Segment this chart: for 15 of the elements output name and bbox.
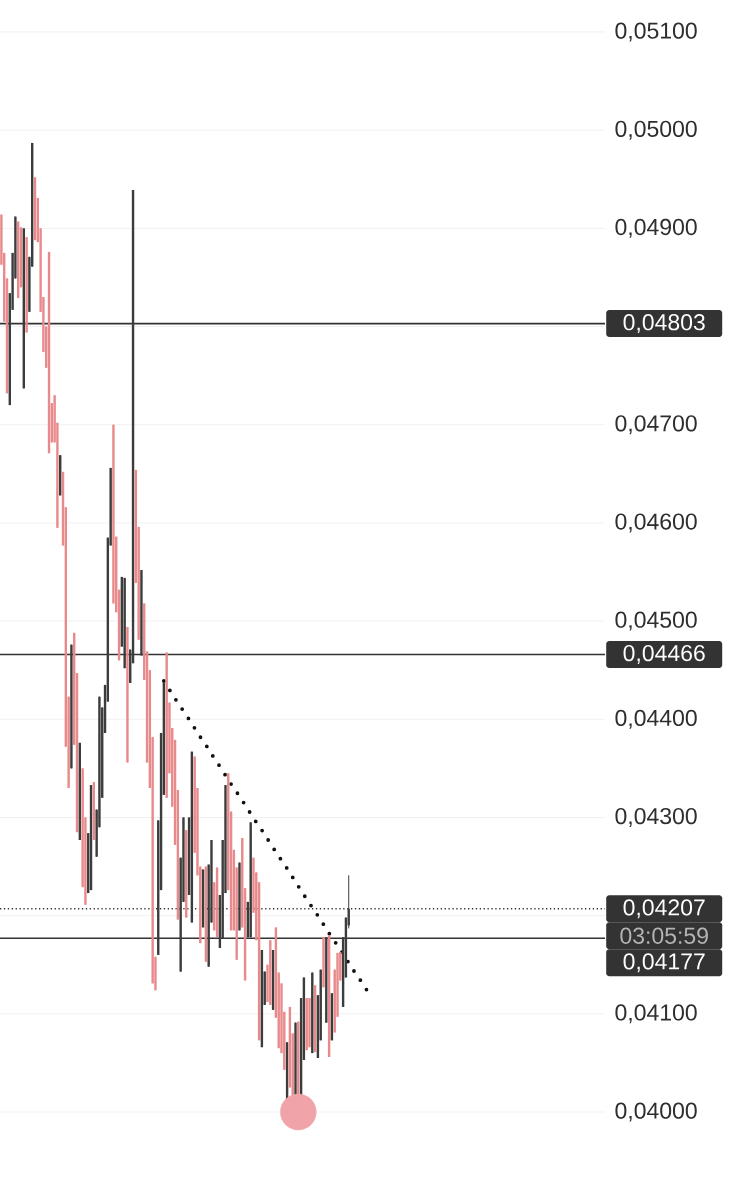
ref-line-label: 0,04466 [623,644,705,664]
ref-line-label: 0,04177 [623,953,705,973]
y-tick-label: 0,04400 [615,709,697,729]
y-tick-label: 0,04500 [615,611,697,631]
ref-line-label: 0,04803 [623,314,705,334]
y-tick-label: 0,04300 [615,807,697,827]
y-tick-label: 0,05100 [615,22,697,42]
y-tick-label: 0,04700 [615,415,697,435]
ref-line-label: 0,04207 [623,899,705,919]
y-tick-label: 0,04100 [615,1004,697,1024]
y-tick-label: 0,05000 [615,120,697,140]
y-tick-label: 0,04000 [615,1102,697,1122]
text: 03:05:59 [620,927,708,944]
y-tick-label: 0,04900 [615,218,697,238]
y-tick-label: 0,04600 [615,513,697,533]
